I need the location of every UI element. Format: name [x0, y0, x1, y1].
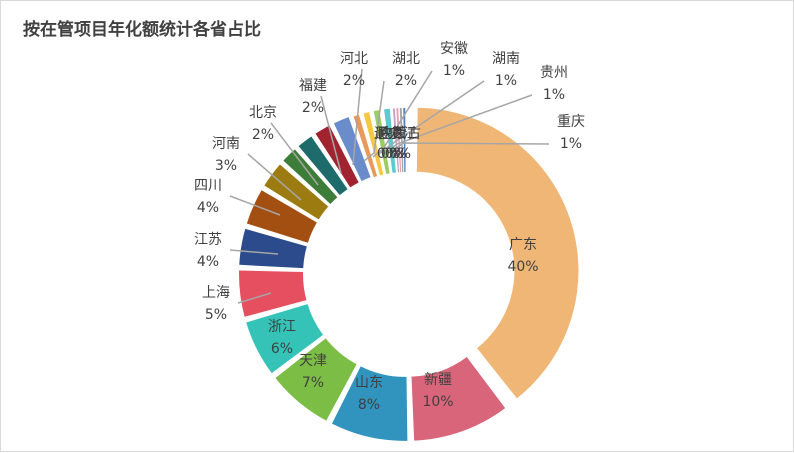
- label-name-黑龙江: 黑龙江: [375, 126, 417, 142]
- slice-天津: [275, 338, 357, 421]
- label-name-新疆: 新疆: [424, 372, 452, 388]
- label-value-北京: 2%: [252, 127, 274, 143]
- leader-lines-group: [229, 68, 550, 304]
- leader-line-四川: [229, 195, 281, 216]
- label-name-陕西: 陕西: [378, 126, 406, 142]
- slices-group: [239, 107, 579, 441]
- label-name-福建: 福建: [299, 78, 327, 94]
- slice-河南: [264, 164, 329, 220]
- leader-line-上海: [237, 292, 272, 304]
- label-value-浙江: 6%: [271, 341, 293, 357]
- label-name-江苏: 江苏: [194, 232, 222, 248]
- label-name-浙江: 浙江: [268, 319, 296, 335]
- label-value-广东: 40%: [507, 259, 538, 275]
- leader-line-湖南: [378, 80, 485, 155]
- label-value-江苏: 4%: [197, 254, 219, 270]
- leader-line-河南: [247, 153, 302, 201]
- label-name-广东: 广东: [509, 237, 537, 253]
- label-value-四川: 4%: [197, 200, 219, 216]
- label-name-河北: 河北: [340, 51, 368, 67]
- slice-湖北: [333, 117, 371, 182]
- label-value-河北: 2%: [343, 73, 365, 89]
- label-name-贵州: 贵州: [540, 65, 568, 81]
- label-name-四川: 四川: [194, 178, 222, 194]
- label-value-新疆: 10%: [422, 394, 453, 410]
- label-name-湖北: 湖北: [392, 51, 420, 67]
- slice-安徽: [353, 114, 378, 178]
- leader-line-福建: [320, 95, 342, 174]
- label-name-安徽: 安徽: [440, 41, 468, 57]
- slice-黑龙江: [399, 108, 404, 173]
- labels-group: 广东 40% 新疆 10% 山东 8% 天津 7% 浙江 6% 上海 5% 江苏 4% 四川 4% 河南 3% 北京…: [194, 41, 585, 413]
- label-name-北京: 北京: [249, 105, 277, 121]
- label-name-湖南: 湖南: [492, 51, 520, 67]
- chart-title: 按在管项目年化额统计各省占比: [23, 20, 261, 40]
- label-value-重庆: 1%: [560, 136, 582, 152]
- slice-上海: [239, 270, 307, 317]
- slice-新疆: [411, 356, 506, 441]
- leader-line-北京: [270, 122, 319, 186]
- slice-江苏: [239, 228, 307, 269]
- label-value-安徽: 1%: [443, 63, 465, 79]
- label-value-上海: 5%: [205, 307, 227, 323]
- label-name-山东: 山东: [355, 375, 383, 391]
- slice-湖南: [363, 112, 384, 176]
- slice-福建: [298, 136, 348, 196]
- leader-line-贵州: [386, 94, 533, 153]
- label-value-湖北: 2%: [395, 73, 417, 89]
- label-name-河南: 河南: [212, 136, 240, 152]
- label-value-内蒙古: 0%: [389, 146, 411, 162]
- label-value-福建: 2%: [302, 100, 324, 116]
- slice-山东: [331, 366, 408, 441]
- slice-浙江: [246, 304, 324, 374]
- slice-北京: [283, 149, 338, 205]
- label-name-重庆: 重庆: [557, 114, 585, 130]
- slice-四川: [246, 190, 317, 243]
- leader-line-江苏: [229, 249, 279, 255]
- label-value-黑龙江: 0%: [385, 146, 407, 162]
- label-value-贵州: 1%: [543, 87, 565, 103]
- slice-内蒙古: [403, 108, 406, 173]
- label-name-内蒙古: 内蒙古: [379, 126, 421, 142]
- label-name-上海: 上海: [202, 285, 230, 301]
- label-name-天津: 天津: [299, 353, 327, 369]
- label-value-山东: 8%: [358, 397, 380, 413]
- label-value-湖南: 1%: [495, 73, 517, 89]
- label-name-辽宁: 辽宁: [374, 125, 402, 142]
- label-value-辽宁: 0%: [377, 146, 399, 162]
- leader-line-重庆: [392, 142, 550, 152]
- slice-重庆: [384, 108, 396, 173]
- leader-line-河北: [352, 68, 363, 166]
- label-value-天津: 7%: [302, 375, 324, 391]
- slice-广东: [416, 107, 579, 399]
- leader-line-安徽: [372, 70, 433, 158]
- leader-line-湖北: [363, 80, 385, 162]
- label-value-河南: 3%: [215, 158, 237, 174]
- label-value-陕西: 0%: [381, 146, 403, 162]
